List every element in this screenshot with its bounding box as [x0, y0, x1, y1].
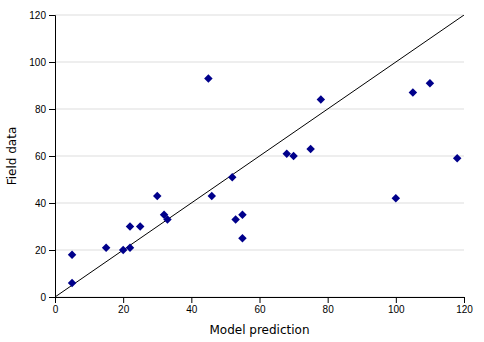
- axis-line: [49, 16, 56, 298]
- tick-label: 80: [35, 104, 47, 115]
- point: [68, 279, 76, 287]
- tick-mark: [49, 203, 55, 204]
- y-axis: 0 20 40 60 80 100 120: [29, 10, 55, 303]
- tick-label: 120: [29, 10, 46, 21]
- tick: 40: [35, 198, 55, 209]
- reference-line: [55, 15, 464, 297]
- point: [126, 222, 134, 230]
- tick-mark: [328, 297, 329, 303]
- point: [283, 149, 291, 157]
- tick: 40: [186, 297, 198, 315]
- axis-line: [56, 298, 465, 304]
- tick-mark: [49, 156, 55, 157]
- point: [238, 211, 246, 219]
- tick-label: 0: [40, 292, 46, 303]
- point: [153, 192, 161, 200]
- grid-line: [55, 250, 464, 251]
- point: [409, 88, 417, 96]
- grid: [55, 15, 464, 297]
- tick: 80: [35, 104, 55, 115]
- tick-mark: [191, 297, 192, 303]
- x-axis-title: Model prediction: [209, 323, 309, 337]
- tick: 0: [40, 292, 55, 303]
- tick: 20: [118, 297, 130, 315]
- chart: 0 20 40 60 80 100 120 0 20 40 60 80 100 120 Model pred…: [0, 0, 484, 342]
- tick-label: 100: [388, 304, 405, 315]
- point: [68, 250, 76, 258]
- point: [453, 154, 461, 162]
- tick: 100: [388, 297, 405, 315]
- point: [126, 243, 134, 251]
- tick: 0: [53, 297, 59, 315]
- point: [392, 194, 400, 202]
- tick-mark: [396, 297, 397, 303]
- point: [426, 79, 434, 87]
- plot-area: 0 20 40 60 80 100 120 0 20 40 60 80 100 120: [29, 10, 473, 315]
- point: [231, 215, 239, 223]
- y-axis-title: Field data: [5, 127, 19, 186]
- x-axis: 0 20 40 60 80 100 120: [53, 297, 474, 315]
- point: [208, 192, 216, 200]
- tick-label: 60: [35, 151, 47, 162]
- point: [317, 95, 325, 103]
- tick-mark: [49, 250, 55, 251]
- tick-label: 40: [35, 198, 47, 209]
- tick: 60: [35, 151, 55, 162]
- grid-line: [55, 62, 464, 63]
- point: [119, 246, 127, 254]
- point: [238, 234, 246, 242]
- tick-label: 40: [186, 304, 198, 315]
- point: [136, 222, 144, 230]
- tick-mark: [49, 109, 55, 110]
- tick-mark: [49, 297, 55, 298]
- tick-mark: [260, 297, 261, 303]
- tick: 120: [456, 297, 473, 315]
- tick-mark: [123, 297, 124, 303]
- tick-label: 20: [35, 245, 47, 256]
- point: [228, 173, 236, 181]
- tick: 120: [29, 10, 55, 21]
- point: [163, 215, 171, 223]
- tick: 80: [323, 297, 335, 315]
- grid-line: [55, 203, 464, 204]
- tick-label: 0: [53, 304, 59, 315]
- tick-mark: [464, 297, 465, 303]
- tick-mark: [49, 62, 55, 63]
- tick-label: 100: [29, 57, 46, 68]
- tick: 100: [29, 57, 55, 68]
- tick-label: 80: [323, 304, 335, 315]
- point: [289, 152, 297, 160]
- grid-line: [55, 15, 464, 16]
- tick: 20: [35, 245, 55, 256]
- tick-label: 20: [118, 304, 130, 315]
- tick-mark: [49, 15, 55, 16]
- point: [102, 243, 110, 251]
- point: [204, 74, 212, 82]
- grid-line: [55, 109, 464, 110]
- tick-label: 120: [456, 304, 473, 315]
- tick-label: 60: [254, 304, 266, 315]
- marks: [55, 15, 464, 297]
- tick: 60: [254, 297, 266, 315]
- point: [306, 145, 314, 153]
